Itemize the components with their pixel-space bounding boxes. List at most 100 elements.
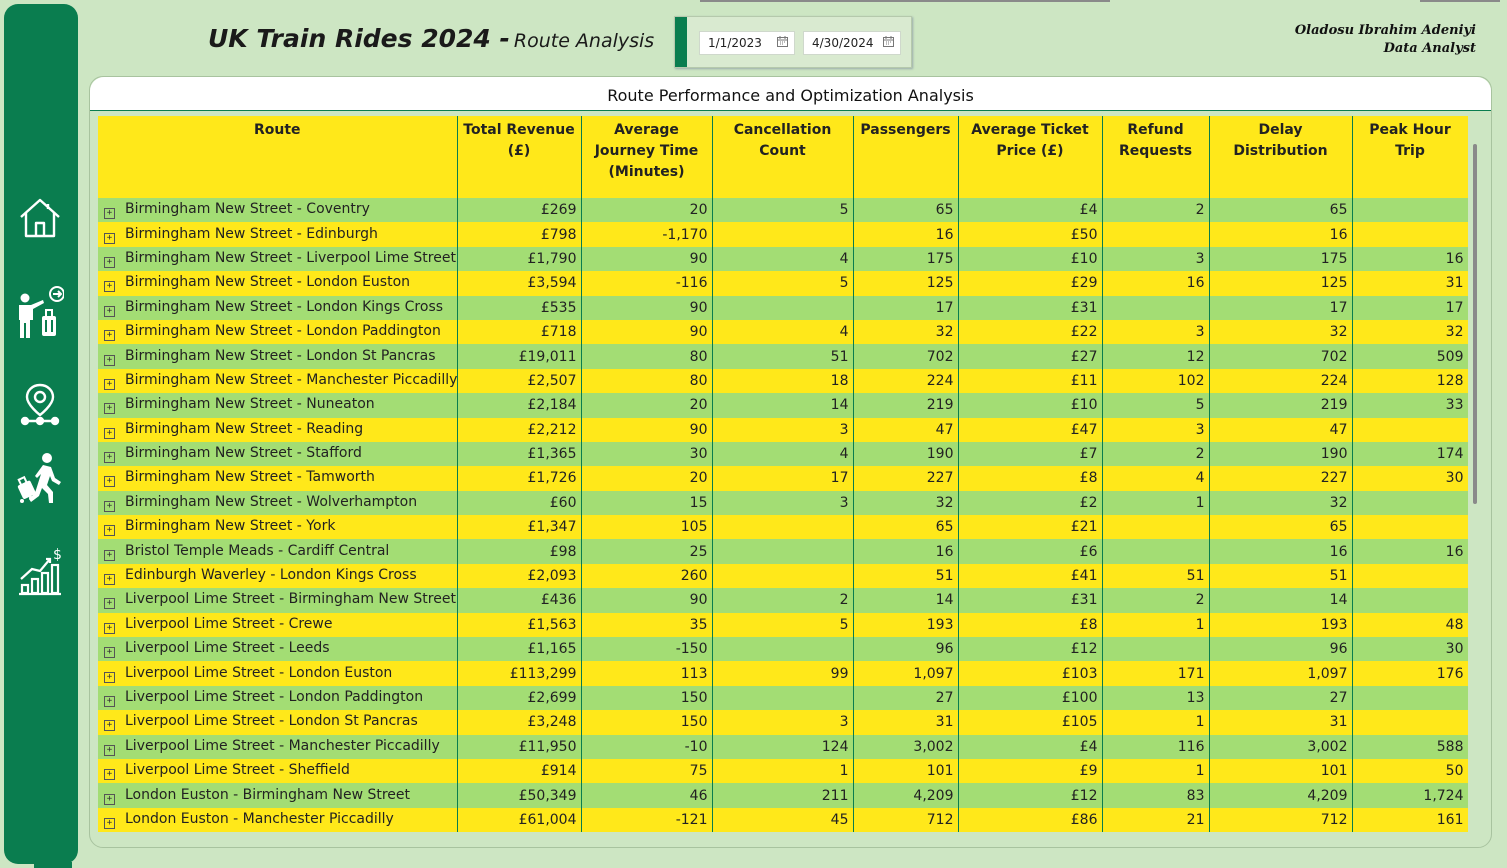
table-cell: 16 — [1209, 539, 1353, 564]
expand-icon[interactable]: + — [104, 720, 115, 732]
table-row[interactable]: + Liverpool Lime Street - Birmingham New … — [98, 588, 1468, 613]
panel-title: Route Performance and Optimization Analy… — [90, 77, 1491, 111]
table-cell — [1352, 490, 1468, 516]
table-cell: £60 — [457, 490, 582, 516]
table-row[interactable]: + Liverpool Lime Street - London Paddingt… — [98, 685, 1468, 711]
table-cell: £103 — [958, 661, 1103, 686]
expand-icon[interactable]: + — [104, 500, 115, 512]
expand-icon[interactable]: + — [104, 769, 115, 781]
expand-icon[interactable]: + — [104, 476, 115, 488]
expand-icon[interactable]: + — [104, 208, 115, 220]
table-row[interactable]: + Birmingham New Street - Stafford £1,365 3… — [98, 441, 1468, 467]
table-row[interactable]: + Birmingham New Street - Coventry £269 20 5… — [98, 198, 1468, 223]
table-row[interactable]: + Birmingham New Street - Edinburgh £798 -1… — [98, 222, 1468, 247]
expand-icon[interactable]: + — [104, 525, 115, 537]
table-cell: £1,790 — [457, 246, 582, 272]
table-row[interactable]: + Liverpool Lime Street - Sheffield £914 75… — [98, 758, 1468, 784]
passenger-luggage-icon[interactable] — [14, 286, 66, 338]
table-cell — [712, 222, 854, 247]
table-row[interactable]: + Birmingham New Street - London Kings Cr… — [98, 295, 1468, 320]
table-row[interactable]: + Birmingham New Street - Nuneaton £2,184 2… — [98, 393, 1468, 418]
start-date-field[interactable]: 1/1/2023 — [699, 31, 795, 55]
table-cell: 101 — [853, 758, 959, 784]
expand-icon[interactable]: + — [104, 330, 115, 342]
table-cell: 2 — [1102, 441, 1210, 467]
expand-icon[interactable]: + — [104, 403, 115, 415]
expand-icon[interactable]: + — [104, 622, 115, 634]
table-row[interactable]: + Birmingham New Street - London St Pancr… — [98, 344, 1468, 369]
expand-icon[interactable]: + — [104, 696, 115, 707]
column-header[interactable]: Refund Requests — [1102, 116, 1210, 198]
table-cell: 260 — [581, 563, 713, 589]
expand-icon[interactable]: + — [104, 671, 115, 683]
column-header[interactable]: Route — [98, 116, 458, 198]
calendar-icon[interactable] — [883, 36, 894, 50]
table-row[interactable]: + Birmingham New Street - London Euston £3… — [98, 271, 1468, 296]
table-cell: 3 — [1102, 319, 1210, 345]
table-row[interactable]: + Liverpool Lime Street - Leeds £1,165 -150… — [98, 637, 1468, 662]
expand-icon[interactable]: + — [104, 574, 115, 586]
route-table-container: Route Total Revenue (£) Average Journey Ti… — [98, 116, 1468, 837]
table-row[interactable]: + Birmingham New Street - Reading £2,212 90… — [98, 417, 1468, 442]
table-cell: 509 — [1352, 344, 1468, 369]
route-cell: + London Euston - Manchester Piccadilly — [98, 807, 458, 833]
column-header[interactable]: Peak Hour Trip — [1352, 116, 1468, 198]
column-header[interactable]: Average Journey Time (Minutes) — [581, 116, 713, 198]
table-row[interactable]: + Birmingham New Street - Manchester Picc… — [98, 368, 1468, 394]
column-header[interactable]: Average Ticket Price (£) — [958, 116, 1103, 198]
route-label: Edinburgh Waverley - London Kings Cross — [125, 567, 417, 584]
table-cell: £31 — [958, 295, 1103, 320]
table-cell: 80 — [581, 368, 713, 394]
table-row[interactable]: + Birmingham New Street - Tamworth £1,726 2… — [98, 466, 1468, 491]
calendar-icon[interactable] — [777, 36, 788, 50]
expand-icon[interactable]: + — [104, 232, 115, 244]
table-cell: £1,365 — [457, 441, 582, 467]
table-cell: 175 — [1209, 246, 1353, 272]
location-route-icon[interactable] — [14, 378, 66, 430]
expand-icon[interactable]: + — [104, 427, 115, 439]
table-row[interactable]: + Birmingham New Street - London Paddingt… — [98, 319, 1468, 345]
expand-icon[interactable]: + — [104, 378, 115, 390]
table-cell: 3 — [712, 417, 854, 442]
expand-icon[interactable]: + — [104, 793, 115, 805]
table-row[interactable]: + Liverpool Lime Street - Manchester Picc… — [98, 734, 1468, 759]
top-border-line — [700, 0, 1110, 2]
table-cell: 90 — [581, 246, 713, 272]
expand-icon[interactable]: + — [104, 598, 115, 610]
table-row[interactable]: + Liverpool Lime Street - London Euston £1… — [98, 661, 1468, 686]
table-row[interactable]: + Birmingham New Street - Wolverhampton £6… — [98, 490, 1468, 516]
table-cell: £105 — [958, 710, 1103, 735]
home-icon[interactable] — [14, 192, 66, 244]
column-header[interactable]: Delay Distribution — [1209, 116, 1353, 198]
table-cell: 30 — [1352, 637, 1468, 662]
expand-icon[interactable]: + — [104, 744, 115, 756]
expand-icon[interactable]: + — [104, 452, 115, 464]
expand-icon[interactable]: + — [104, 817, 115, 829]
table-row[interactable]: + Liverpool Lime Street - Crewe £1,563 35 5 1… — [98, 612, 1468, 638]
route-label: Birmingham New Street - Liverpool Lime S… — [125, 249, 456, 266]
table-row[interactable]: + London Euston - Birmingham New Street £5… — [98, 783, 1468, 808]
column-header[interactable]: Total Revenue (£) — [457, 116, 582, 198]
end-date-field[interactable]: 4/30/2024 — [803, 31, 901, 55]
expand-icon[interactable]: + — [104, 281, 115, 293]
table-row[interactable]: + Edinburgh Waverley - London Kings Cross… — [98, 563, 1468, 589]
expand-icon[interactable]: + — [104, 305, 115, 317]
traveler-walking-icon[interactable] — [14, 452, 66, 504]
revenue-chart-icon[interactable]: $ — [14, 546, 66, 598]
table-cell: £12 — [958, 783, 1103, 808]
vertical-scrollbar[interactable] — [1470, 116, 1480, 837]
scrollbar-thumb[interactable] — [1473, 144, 1477, 504]
start-date-value: 1/1/2023 — [708, 36, 762, 50]
sidebar: $ — [4, 4, 78, 864]
table-row[interactable]: + Bristol Temple Meads - Cardiff Central £… — [98, 539, 1468, 564]
table-row[interactable]: + Birmingham New Street - York £1,347 105 65… — [98, 515, 1468, 540]
expand-icon[interactable]: + — [104, 647, 115, 659]
expand-icon[interactable]: + — [104, 549, 115, 561]
table-row[interactable]: + London Euston - Manchester Piccadilly £6… — [98, 807, 1468, 833]
column-header[interactable]: Passengers — [853, 116, 959, 198]
expand-icon[interactable]: + — [104, 256, 115, 268]
expand-icon[interactable]: + — [104, 354, 115, 366]
table-row[interactable]: + Birmingham New Street - Liverpool Lime … — [98, 246, 1468, 272]
column-header[interactable]: Cancellation Count — [712, 116, 854, 198]
table-row[interactable]: + Liverpool Lime Street - London St Pancr… — [98, 710, 1468, 735]
